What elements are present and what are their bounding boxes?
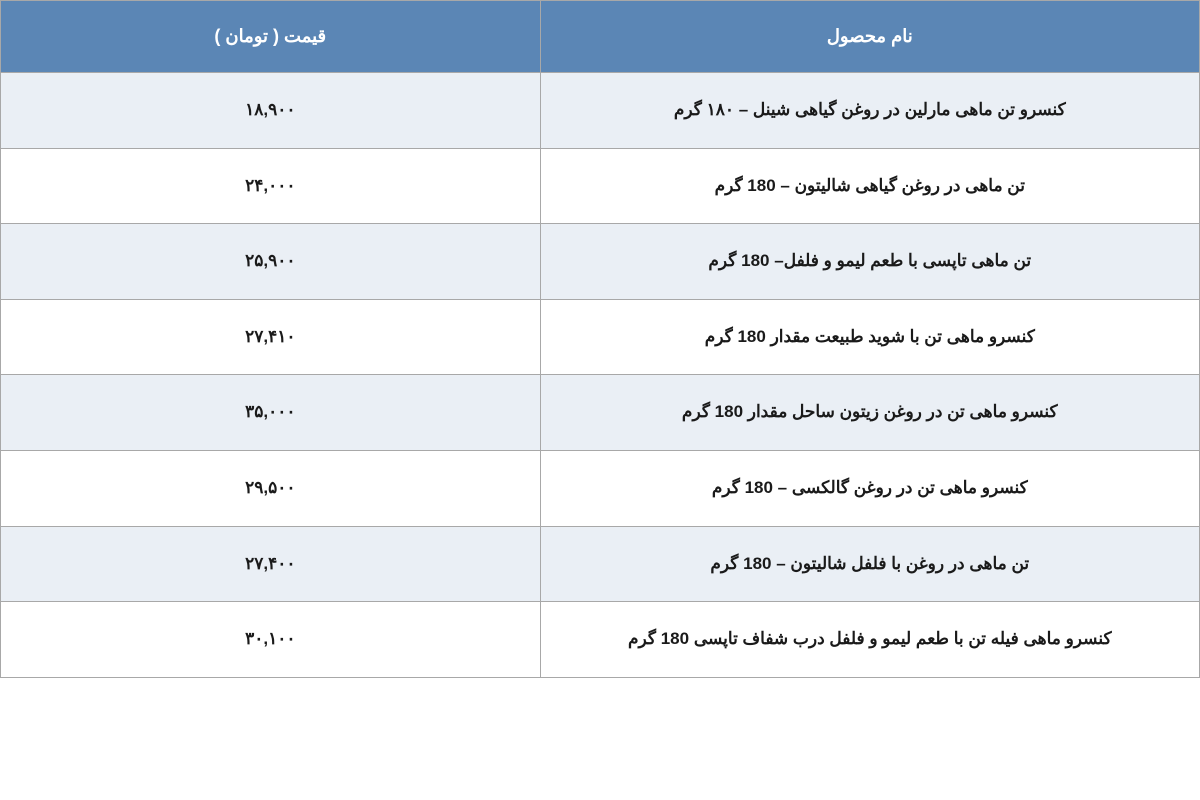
product-price-cell: ۱۸,۹۰۰ [1, 73, 541, 149]
product-name-cell: کنسرو ماهی تن در روغن گالکسی – 180 گرم [540, 450, 1199, 526]
product-name-cell: کنسرو تن ماهی مارلین در روغن گیاهی شینل … [540, 73, 1199, 149]
table-row: کنسرو ماهی فیله تن با طعم لیمو و فلفل در… [1, 602, 1200, 678]
table-header-row: نام محصول قیمت ( تومان ) [1, 1, 1200, 73]
product-name-cell: تن ماهی در روغن با فلفل شالیتون – 180 گر… [540, 526, 1199, 602]
table-row: کنسرو ماهی تن در روغن زیتون ساحل مقدار 1… [1, 375, 1200, 451]
table-row: تن ماهی در روغن گیاهی شالیتون – 180 گرم … [1, 148, 1200, 224]
product-name-cell: کنسرو ماهی تن در روغن زیتون ساحل مقدار 1… [540, 375, 1199, 451]
product-price-cell: ۳۵,۰۰۰ [1, 375, 541, 451]
column-header-product: نام محصول [540, 1, 1199, 73]
table-row: کنسرو ماهی تن در روغن گالکسی – 180 گرم ۲… [1, 450, 1200, 526]
table-row: کنسرو تن ماهی مارلین در روغن گیاهی شینل … [1, 73, 1200, 149]
product-price-cell: ۲۵,۹۰۰ [1, 224, 541, 300]
product-price-cell: ۲۹,۵۰۰ [1, 450, 541, 526]
table-row: تن ماهی تاپسی با طعم لیمو و فلفل– 180 گر… [1, 224, 1200, 300]
column-header-price: قیمت ( تومان ) [1, 1, 541, 73]
price-table: نام محصول قیمت ( تومان ) کنسرو تن ماهی م… [0, 0, 1200, 678]
product-price-cell: ۳۰,۱۰۰ [1, 602, 541, 678]
product-price-cell: ۲۷,۴۰۰ [1, 526, 541, 602]
product-name-cell: تن ماهی در روغن گیاهی شالیتون – 180 گرم [540, 148, 1199, 224]
product-price-cell: ۲۷,۴۱۰ [1, 299, 541, 375]
product-name-cell: تن ماهی تاپسی با طعم لیمو و فلفل– 180 گر… [540, 224, 1199, 300]
table-row: کنسرو ماهی تن با شوید طبیعت مقدار 180 گر… [1, 299, 1200, 375]
product-name-cell: کنسرو ماهی فیله تن با طعم لیمو و فلفل در… [540, 602, 1199, 678]
product-price-cell: ۲۴,۰۰۰ [1, 148, 541, 224]
price-table-container: نام محصول قیمت ( تومان ) کنسرو تن ماهی م… [0, 0, 1200, 800]
table-row: تن ماهی در روغن با فلفل شالیتون – 180 گر… [1, 526, 1200, 602]
product-name-cell: کنسرو ماهی تن با شوید طبیعت مقدار 180 گر… [540, 299, 1199, 375]
